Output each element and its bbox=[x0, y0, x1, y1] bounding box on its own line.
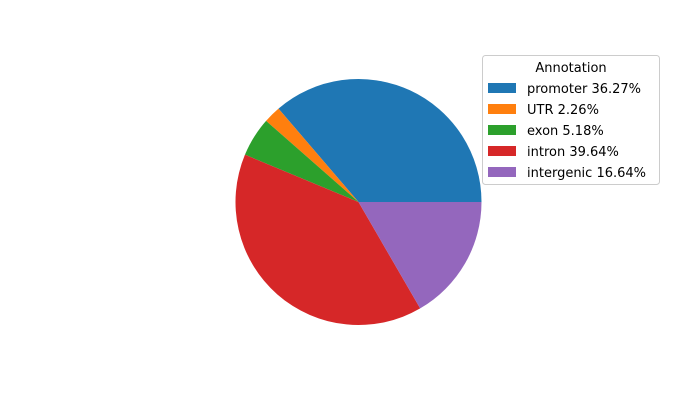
pie-slices bbox=[235, 79, 482, 325]
legend-label-3: intron 39.64% bbox=[527, 145, 619, 160]
legend-swatch-4 bbox=[488, 167, 516, 177]
legend-swatch-0 bbox=[488, 83, 516, 93]
legend-label-0: promoter 36.27% bbox=[527, 82, 641, 97]
legend-label-2: exon 5.18% bbox=[527, 124, 604, 139]
pie-slice-3 bbox=[235, 154, 421, 325]
pie-slice-1 bbox=[266, 108, 359, 202]
legend: Annotation promoter 36.27% UTR 2.26% exon … bbox=[482, 55, 660, 185]
legend-label-1: UTR 2.26% bbox=[527, 103, 599, 118]
legend-title: Annotation bbox=[535, 61, 606, 76]
legend-frame bbox=[482, 55, 660, 185]
legend-swatch-2 bbox=[488, 125, 516, 135]
pie-slice-2 bbox=[244, 120, 359, 202]
legend-swatch-3 bbox=[488, 146, 516, 156]
legend-label-4: intergenic 16.64% bbox=[527, 166, 646, 181]
legend-swatch-1 bbox=[488, 104, 516, 114]
pie-slice-0 bbox=[278, 79, 482, 202]
pie-slice-4 bbox=[358, 202, 482, 309]
